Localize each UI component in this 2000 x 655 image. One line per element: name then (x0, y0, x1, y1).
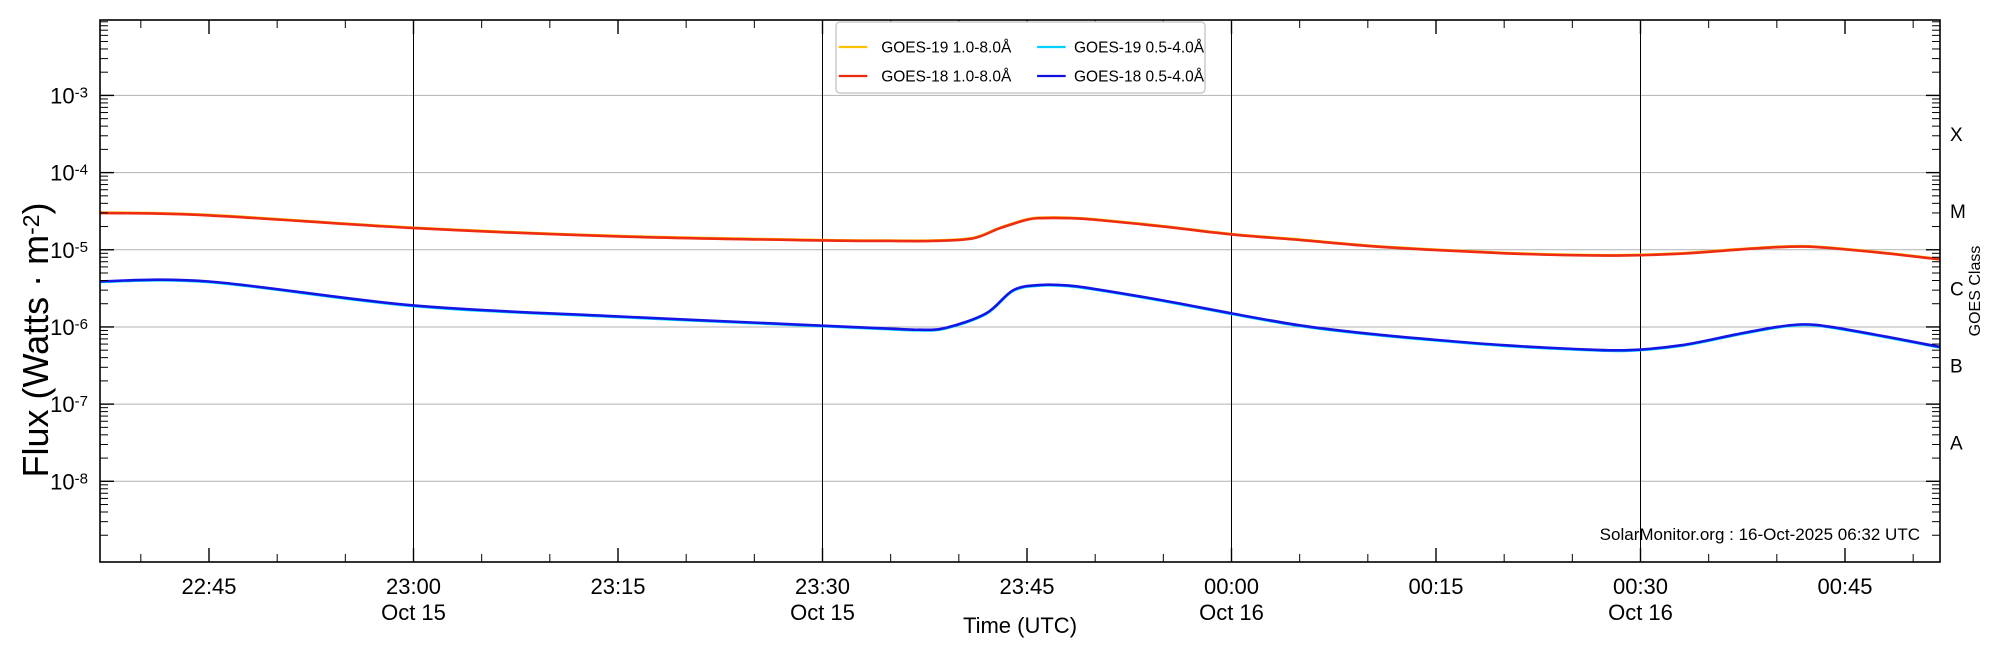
svg-text:22:45: 22:45 (181, 574, 236, 599)
svg-text:M: M (1950, 202, 1966, 223)
svg-text:A: A (1950, 434, 1963, 455)
svg-text:GOES-19 0.5-4.0Å: GOES-19 0.5-4.0Å (1074, 40, 1205, 57)
svg-text:Oct 16: Oct 16 (1199, 600, 1264, 625)
svg-text:00:45: 00:45 (1817, 574, 1872, 599)
svg-text:GOES-18 1.0-8.0Å: GOES-18 1.0-8.0Å (881, 69, 1012, 86)
svg-text:23:15: 23:15 (590, 574, 645, 599)
svg-text:00:00: 00:00 (1204, 574, 1259, 599)
svg-text:GOES-19 1.0-8.0Å: GOES-19 1.0-8.0Å (881, 40, 1012, 57)
svg-text:23:45: 23:45 (999, 574, 1054, 599)
svg-text:Time (UTC): Time (UTC) (963, 613, 1077, 638)
svg-text:Oct 16: Oct 16 (1608, 600, 1673, 625)
svg-text:C: C (1950, 279, 1964, 300)
svg-text:00:15: 00:15 (1408, 574, 1463, 599)
svg-text:GOES-18 0.5-4.0Å: GOES-18 0.5-4.0Å (1074, 69, 1205, 86)
svg-text:23:30: 23:30 (795, 574, 850, 599)
svg-text:SolarMonitor.org : 16-Oct-2025: SolarMonitor.org : 16-Oct-2025 06:32 UTC (1600, 525, 1920, 544)
svg-text:GOES Class: GOES Class (1967, 246, 1984, 337)
svg-text:Flux (Watts · m-2): Flux (Watts · m-2) (15, 202, 56, 477)
svg-text:00:30: 00:30 (1613, 574, 1668, 599)
svg-text:B: B (1950, 357, 1963, 378)
svg-text:Oct 15: Oct 15 (381, 600, 446, 625)
svg-text:Oct 15: Oct 15 (790, 600, 855, 625)
svg-text:X: X (1950, 125, 1963, 146)
svg-text:23:00: 23:00 (386, 574, 441, 599)
